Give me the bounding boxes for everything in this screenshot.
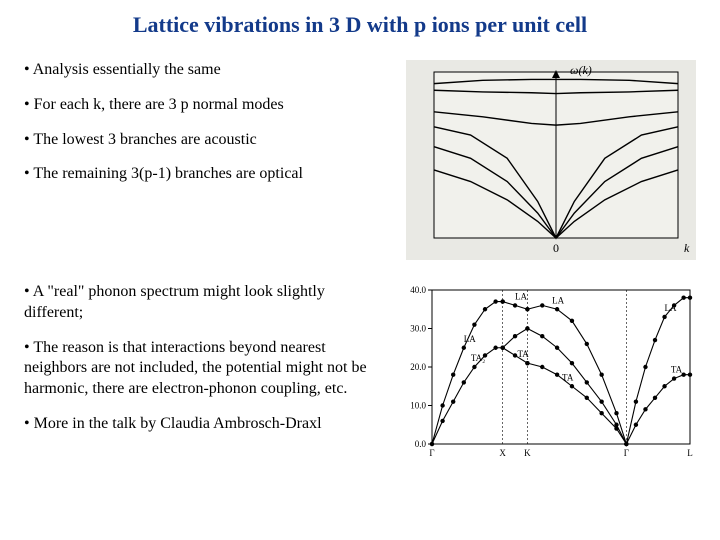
- svg-text:K: K: [524, 448, 531, 458]
- svg-text:k: k: [684, 241, 690, 255]
- bullet: • Analysis essentially the same: [24, 60, 390, 81]
- figure-dispersion-schematic: ω(k) k 0: [406, 60, 696, 260]
- svg-text:10.0: 10.0: [410, 401, 426, 411]
- svg-text:LA: LA: [464, 334, 476, 344]
- svg-text:TA₂: TA₂: [471, 353, 485, 363]
- svg-text:Γ: Γ: [429, 448, 434, 458]
- svg-text:LA: LA: [552, 295, 564, 305]
- svg-text:20.0: 20.0: [410, 362, 426, 372]
- figure-phonon-spectrum: 0.0 10.0 20.0 30.0 40.0 Γ X K Γ L LA TA₂ LA TA LA TA LA T…: [396, 282, 696, 462]
- bullet: • More in the talk by Claudia Ambrosch-D…: [24, 414, 380, 435]
- bullets-bottom: • A "real" phonon spectrum might look sl…: [24, 282, 380, 449]
- svg-text:TA: TA: [671, 365, 683, 375]
- svg-text:ω(k): ω(k): [570, 63, 592, 77]
- svg-text:Γ: Γ: [624, 448, 629, 458]
- svg-text:LA: LA: [515, 291, 527, 301]
- svg-text:0: 0: [553, 241, 559, 255]
- svg-text:L: L: [687, 448, 693, 458]
- top-row: • Analysis essentially the same • For ea…: [24, 60, 696, 260]
- page-title: Lattice vibrations in 3 D with p ions pe…: [24, 12, 696, 38]
- bullet: • The reason is that interactions beyond…: [24, 338, 380, 400]
- svg-text:40.0: 40.0: [410, 285, 426, 295]
- svg-text:TA: TA: [562, 372, 574, 382]
- bottom-row: • A "real" phonon spectrum might look sl…: [24, 282, 696, 462]
- svg-text:LA: LA: [665, 303, 677, 313]
- svg-text:TA: TA: [518, 349, 530, 359]
- bullet: • The lowest 3 branches are acoustic: [24, 130, 390, 151]
- svg-text:30.0: 30.0: [410, 324, 426, 334]
- svg-text:X: X: [499, 448, 506, 458]
- bullet: • A "real" phonon spectrum might look sl…: [24, 282, 380, 324]
- svg-text:0.0: 0.0: [415, 439, 427, 449]
- bullets-top: • Analysis essentially the same • For ea…: [24, 60, 390, 199]
- bullet: • The remaining 3(p-1) branches are opti…: [24, 164, 390, 185]
- bullet: • For each k, there are 3 p normal modes: [24, 95, 390, 116]
